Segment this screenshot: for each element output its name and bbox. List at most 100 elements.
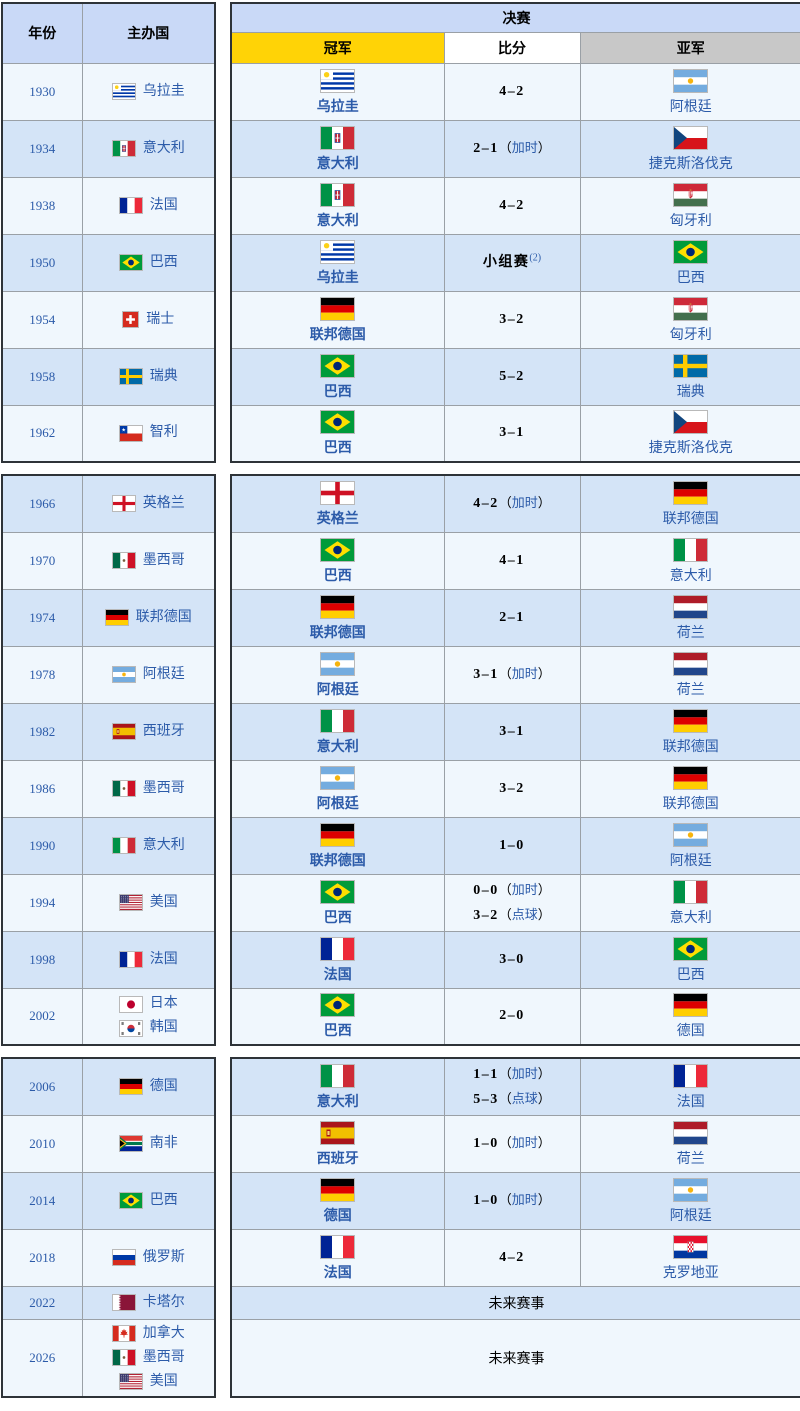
runner-up-link[interactable]: 荷兰 bbox=[676, 625, 705, 641]
host-link[interactable]: 英格兰 bbox=[142, 495, 185, 511]
host-link[interactable]: 美国 bbox=[149, 1373, 178, 1389]
champion-flag-icon[interactable] bbox=[320, 296, 356, 321]
host-link[interactable]: 卡塔尔 bbox=[142, 1294, 185, 1310]
runner-up-link[interactable]: 克罗地亚 bbox=[662, 1265, 719, 1281]
champion-link[interactable]: 意大利 bbox=[316, 213, 359, 229]
penalties-link[interactable]: 点球 bbox=[511, 906, 538, 922]
runner-up-flag-icon[interactable] bbox=[673, 993, 709, 1018]
champion-link[interactable]: 意大利 bbox=[316, 739, 359, 755]
runner-up-flag-icon[interactable] bbox=[673, 1120, 709, 1145]
runner-up-flag-icon[interactable] bbox=[673, 1063, 709, 1088]
champion-flag-icon[interactable] bbox=[320, 936, 356, 961]
champion-flag-icon[interactable] bbox=[320, 239, 356, 264]
host-link[interactable]: 瑞典 bbox=[149, 368, 178, 384]
champion-link[interactable]: 乌拉圭 bbox=[316, 270, 359, 286]
host-flag-icon[interactable] bbox=[111, 140, 136, 157]
host-link[interactable]: 西班牙 bbox=[142, 723, 185, 739]
champion-link[interactable]: 英格兰 bbox=[316, 511, 359, 527]
runner-up-link[interactable]: 瑞典 bbox=[676, 384, 705, 400]
champion-flag-icon[interactable] bbox=[320, 879, 356, 904]
champion-flag-icon[interactable] bbox=[320, 480, 356, 505]
champion-flag-icon[interactable] bbox=[320, 125, 356, 150]
runner-up-link[interactable]: 荷兰 bbox=[676, 1151, 705, 1167]
champion-link[interactable]: 阿根廷 bbox=[316, 796, 359, 812]
host-link[interactable]: 巴西 bbox=[149, 1192, 178, 1208]
champion-link[interactable]: 法国 bbox=[323, 967, 352, 983]
runner-up-link[interactable]: 意大利 bbox=[669, 910, 712, 926]
runner-up-link[interactable]: 法国 bbox=[676, 1094, 705, 1110]
champion-link[interactable]: 联邦德国 bbox=[309, 625, 366, 641]
runner-up-flag-icon[interactable] bbox=[673, 708, 709, 733]
host-link[interactable]: 墨西哥 bbox=[142, 1349, 185, 1365]
runner-up-link[interactable]: 荷兰 bbox=[676, 682, 705, 698]
champion-link[interactable]: 巴西 bbox=[323, 910, 352, 926]
year-link[interactable]: 1994 bbox=[29, 894, 56, 910]
year-link[interactable]: 1962 bbox=[29, 425, 56, 441]
host-flag-icon[interactable] bbox=[111, 1325, 136, 1343]
host-flag-icon[interactable] bbox=[111, 552, 136, 569]
champion-link[interactable]: 法国 bbox=[323, 1265, 352, 1281]
runner-up-flag-icon[interactable] bbox=[673, 1234, 709, 1259]
host-flag-icon[interactable] bbox=[118, 1135, 143, 1152]
runner-up-link[interactable]: 阿根廷 bbox=[669, 853, 712, 869]
host-flag-icon[interactable] bbox=[111, 1294, 136, 1311]
champion-flag-icon[interactable] bbox=[320, 1234, 356, 1259]
host-link[interactable]: 法国 bbox=[149, 197, 178, 213]
champion-flag-icon[interactable] bbox=[320, 410, 356, 435]
runner-up-flag-icon[interactable] bbox=[673, 239, 709, 264]
champion-flag-icon[interactable] bbox=[320, 993, 356, 1018]
extra-time-link[interactable]: 加时 bbox=[511, 1135, 538, 1150]
champion-flag-icon[interactable] bbox=[320, 765, 356, 790]
year-link[interactable]: 2018 bbox=[29, 1249, 56, 1265]
host-link[interactable]: 联邦德国 bbox=[135, 609, 192, 625]
extra-time-link[interactable]: 加时 bbox=[511, 140, 538, 155]
champion-link[interactable]: 意大利 bbox=[316, 156, 359, 172]
host-link[interactable]: 智利 bbox=[149, 425, 178, 441]
champion-flag-icon[interactable] bbox=[320, 68, 356, 93]
runner-up-flag-icon[interactable] bbox=[673, 936, 709, 961]
runner-up-link[interactable]: 联邦德国 bbox=[662, 739, 719, 755]
host-link[interactable]: 日本 bbox=[149, 996, 178, 1012]
host-link[interactable]: 南非 bbox=[149, 1135, 178, 1151]
champion-link[interactable]: 巴西 bbox=[323, 1024, 352, 1040]
host-flag-icon[interactable] bbox=[118, 1078, 143, 1096]
champion-flag-icon[interactable] bbox=[320, 708, 356, 733]
year-link[interactable]: 1934 bbox=[29, 140, 56, 156]
host-link[interactable]: 乌拉圭 bbox=[142, 83, 185, 99]
champion-link[interactable]: 巴西 bbox=[323, 441, 352, 457]
runner-up-link[interactable]: 捷克斯洛伐克 bbox=[648, 441, 733, 457]
runner-up-flag-icon[interactable] bbox=[673, 410, 709, 435]
host-flag-icon[interactable] bbox=[118, 1019, 143, 1037]
champion-flag-icon[interactable] bbox=[320, 651, 356, 676]
runner-up-flag-icon[interactable] bbox=[673, 182, 709, 207]
host-flag-icon[interactable] bbox=[111, 837, 136, 854]
champion-flag-icon[interactable] bbox=[320, 182, 356, 207]
year-link[interactable]: 1966 bbox=[29, 495, 56, 511]
runner-up-flag-icon[interactable] bbox=[673, 68, 709, 93]
runner-up-link[interactable]: 阿根廷 bbox=[669, 99, 712, 115]
champion-flag-icon[interactable] bbox=[320, 353, 356, 378]
year-link[interactable]: 1978 bbox=[29, 666, 56, 682]
host-flag-icon[interactable] bbox=[118, 1373, 143, 1391]
host-flag-icon[interactable] bbox=[111, 780, 136, 797]
champion-flag-icon[interactable] bbox=[320, 537, 356, 562]
runner-up-flag-icon[interactable] bbox=[673, 537, 709, 562]
extra-time-link[interactable]: 加时 bbox=[511, 881, 538, 897]
year-link[interactable]: 1954 bbox=[29, 311, 56, 327]
runner-up-link[interactable]: 捷克斯洛伐克 bbox=[648, 156, 733, 172]
year-link[interactable]: 1958 bbox=[29, 368, 56, 384]
host-flag-icon[interactable] bbox=[118, 424, 143, 442]
year-link[interactable]: 2010 bbox=[29, 1135, 56, 1151]
extra-time-link[interactable]: 加时 bbox=[511, 1065, 538, 1081]
runner-up-link[interactable]: 巴西 bbox=[676, 967, 705, 983]
extra-time-link[interactable]: 加时 bbox=[511, 495, 538, 511]
host-flag-icon[interactable] bbox=[122, 311, 140, 328]
host-link[interactable]: 瑞士 bbox=[146, 311, 175, 327]
year-link[interactable]: 1990 bbox=[29, 837, 56, 853]
host-flag-icon[interactable] bbox=[118, 995, 143, 1013]
host-flag-icon[interactable] bbox=[111, 723, 136, 740]
year-link[interactable]: 1950 bbox=[29, 254, 56, 270]
champion-flag-icon[interactable] bbox=[320, 822, 356, 847]
host-flag-icon[interactable] bbox=[118, 951, 143, 968]
runner-up-flag-icon[interactable] bbox=[673, 1177, 709, 1202]
